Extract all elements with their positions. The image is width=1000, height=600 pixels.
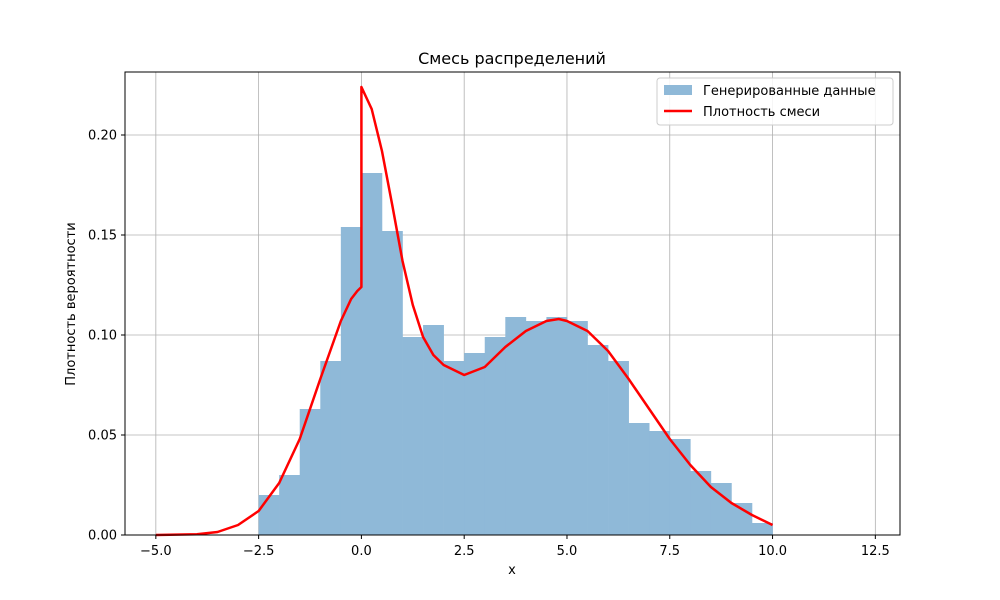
x-tick-label: 0.0 [351,544,372,559]
histogram-bar [443,361,465,535]
x-tick-label: 2.5 [454,544,475,559]
histogram-bar [566,321,588,535]
x-axis-label: x [508,563,516,578]
histogram-bar [546,317,568,535]
histogram-bar [279,475,301,535]
histogram-bar [258,495,280,535]
histogram-bar [340,227,362,535]
legend: Генерированные данные Плотность смеси [656,77,894,126]
x-tick-label: 5.0 [557,544,578,559]
histogram-bar [361,173,383,535]
histogram-bar [484,337,506,535]
legend-box [656,77,894,126]
legend-label-histogram: Генерированные данные [703,84,876,99]
histogram-bar [710,483,732,535]
density-line-group [155,85,774,537]
y-tick-label: 0.10 [88,329,117,344]
axis-ticks: −5.0 −2.5 0.0 2.5 5.0 7.5 10.0 12.5 0.00 0.05 0.10… [88,129,890,560]
histogram-bar [690,471,712,535]
histogram-bar [381,231,403,535]
histogram-bar [525,321,547,535]
y-axis-label: Плотность вероятности [64,222,79,385]
x-tick-label: −2.5 [243,544,275,559]
histogram-bar [587,345,609,535]
legend-label-density: Плотность смеси [703,105,820,120]
x-tick-label: 7.5 [659,544,680,559]
y-tick-label: 0.15 [88,229,117,244]
histogram-bar [299,409,321,535]
histogram-bar [649,431,671,535]
histogram-bar [505,317,527,535]
histogram-bars [258,173,773,535]
histogram-bar [423,325,444,535]
x-tick-label: 10.0 [758,544,787,559]
y-tick-label: 0.20 [88,129,117,144]
chart-title: Смесь распределений [418,49,606,68]
x-tick-label: −5.0 [140,544,172,559]
histogram-bar [402,337,424,535]
histogram-bar [669,439,691,535]
histogram-bar [464,353,486,535]
legend-swatch-histogram [664,85,692,95]
histogram-bar [320,361,342,535]
plot-frame [124,71,901,536]
histogram-bar [628,423,650,535]
x-tick-label: 12.5 [861,544,890,559]
histogram-bar [608,361,629,535]
density-line [155,85,774,537]
y-tick-label: 0.00 [88,529,117,544]
histogram-bar [751,523,773,535]
y-tick-label: 0.05 [88,429,117,444]
